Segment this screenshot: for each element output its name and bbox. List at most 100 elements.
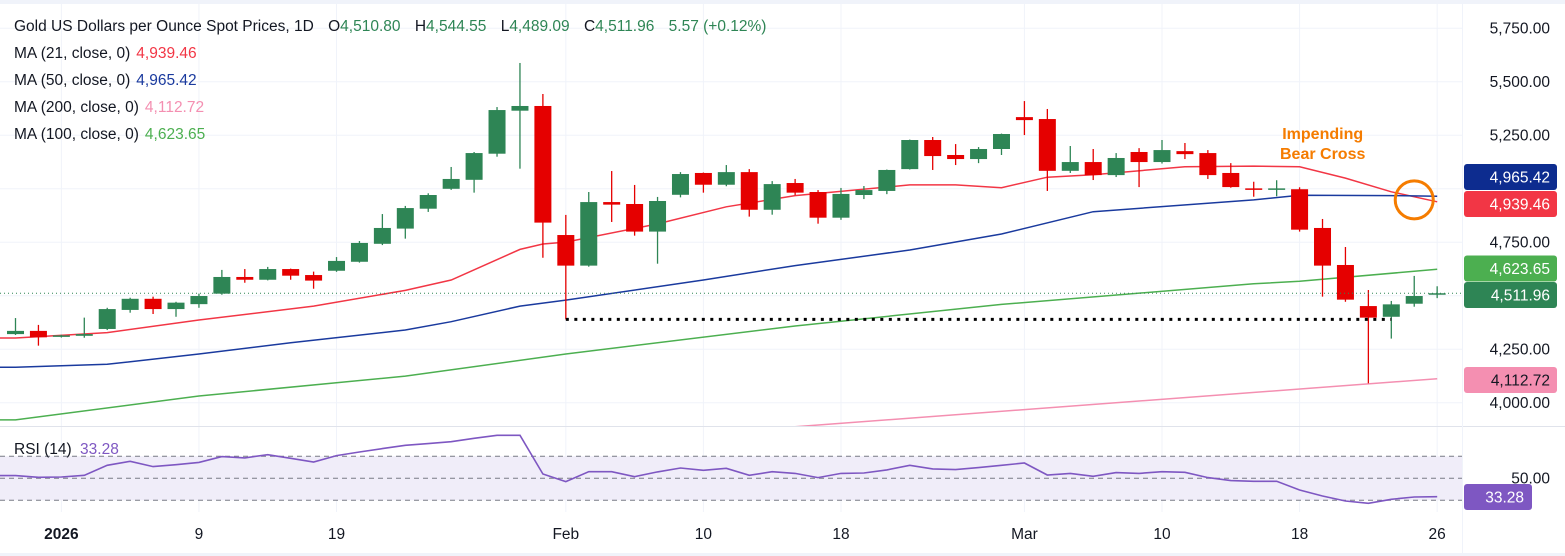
indicator-value: 4,939.46 <box>136 45 197 62</box>
indicator-value: 4,965.42 <box>136 72 197 89</box>
candle <box>1291 187 1309 232</box>
candle-body <box>1130 151 1148 163</box>
candle-body <box>580 202 598 266</box>
price-badge-text: 4,965.42 <box>1490 170 1550 187</box>
candle-body <box>1038 119 1056 171</box>
candle-body <box>626 203 644 232</box>
price-badge-text: 4,112.72 <box>1491 373 1550 390</box>
candle-body <box>236 276 254 280</box>
indicator-ma100[interactable]: MA (100, close, 0) 4,623.65 <box>14 121 766 148</box>
rsi-value: 33.28 <box>80 441 119 458</box>
time-tick-label: 10 <box>1153 526 1171 543</box>
annotation-line2: Bear Cross <box>1280 146 1366 163</box>
price-tick-label: 5,250.00 <box>1490 127 1551 144</box>
candle-body <box>419 195 437 209</box>
candle <box>1222 163 1240 188</box>
time-tick-label: 18 <box>1291 526 1308 543</box>
candle <box>29 324 47 346</box>
candle-body <box>1176 151 1194 155</box>
candle-body <box>1405 296 1423 304</box>
candle-body <box>1015 117 1033 121</box>
price-badge: 4,511.96 <box>1464 282 1557 308</box>
indicator-ma200[interactable]: MA (200, close, 0) 4,112.72 <box>14 94 766 121</box>
price-badge: 4,939.46 <box>1464 191 1557 217</box>
candle-body <box>488 110 506 154</box>
candle <box>144 296 162 314</box>
candle <box>992 133 1010 155</box>
indicator-label: MA (21, close, 0) <box>14 45 131 62</box>
candle <box>442 166 460 190</box>
candle <box>671 172 689 198</box>
candle <box>1061 146 1079 173</box>
ma-line-2 <box>0 194 1438 369</box>
candle-body <box>1061 162 1079 171</box>
candle <box>1268 180 1286 197</box>
indicator-ma21[interactable]: MA (21, close, 0) 4,939.46 <box>14 40 766 67</box>
candle-body <box>832 193 850 218</box>
candle <box>809 190 827 224</box>
candle-body <box>786 183 804 193</box>
candle <box>1314 218 1332 297</box>
candle-body <box>1222 172 1240 188</box>
candle-body <box>878 169 896 191</box>
price-badge: 4,623.65 <box>1464 255 1557 282</box>
candle <box>75 317 93 338</box>
indicator-label: MA (50, close, 0) <box>14 72 131 89</box>
candle-body <box>1107 157 1125 176</box>
time-tick-label: Feb <box>552 526 579 543</box>
candle <box>1199 150 1217 179</box>
candle <box>1038 108 1056 191</box>
candle-body <box>1359 306 1377 318</box>
price-tick-label: 5,750.00 <box>1490 20 1551 37</box>
candle <box>626 184 644 236</box>
ma-line-3 <box>0 268 1438 421</box>
candle-body <box>213 276 231 294</box>
candle <box>419 193 437 212</box>
rsi-tick-label: 50.00 <box>1511 470 1550 487</box>
candle <box>511 62 529 169</box>
candle-body <box>350 242 368 262</box>
candle-body <box>442 178 460 189</box>
annotations <box>0 179 1462 321</box>
bear-cross-annotation: Impending Bear Cross <box>1280 125 1365 165</box>
candle <box>694 172 712 193</box>
price-tick-label: 4,250.00 <box>1490 341 1551 358</box>
candle <box>1015 101 1033 136</box>
candle <box>328 257 346 272</box>
candle <box>855 186 873 200</box>
candle-body <box>373 227 391 244</box>
candle-body <box>121 298 139 310</box>
candle-body <box>282 269 300 276</box>
price-badge-text: 4,511.96 <box>1491 288 1550 305</box>
indicator-ma50[interactable]: MA (50, close, 0) 4,965.42 <box>14 67 766 94</box>
axes: 5,750.00 5,500.00 5,250.00 4,750.00 4,250.00… <box>44 20 1557 543</box>
candle-body <box>1314 227 1332 266</box>
candles <box>7 62 1446 384</box>
candle <box>305 271 323 289</box>
price-tick-label: 5,500.00 <box>1490 74 1551 91</box>
candle-body <box>901 140 919 170</box>
rsi-badge-bg <box>1464 484 1532 510</box>
candle-body <box>1336 264 1354 300</box>
candle-body <box>465 153 483 180</box>
candle-body <box>855 190 873 196</box>
indicator-value: 4,623.65 <box>144 126 206 143</box>
candle-body <box>992 134 1010 149</box>
candle-body <box>740 172 758 210</box>
chart-legend: Gold US Dollars per Ounce Spot Prices, 1… <box>14 13 766 148</box>
candle <box>1245 181 1263 197</box>
high-label: H <box>414 18 427 35</box>
candle-body <box>1291 189 1309 230</box>
price-tick-label: 4,750.00 <box>1490 234 1551 251</box>
candle-body <box>167 302 185 310</box>
indicator-label: MA (200, close, 0) <box>14 99 139 116</box>
candle <box>924 137 942 170</box>
rsi-legend[interactable]: RSI (14) 33.28 <box>14 441 119 459</box>
candle <box>121 297 139 313</box>
candle-body <box>259 269 277 280</box>
candle <box>236 269 254 283</box>
candle <box>1176 143 1194 160</box>
candle-body <box>52 335 70 337</box>
candle-body <box>557 235 575 266</box>
